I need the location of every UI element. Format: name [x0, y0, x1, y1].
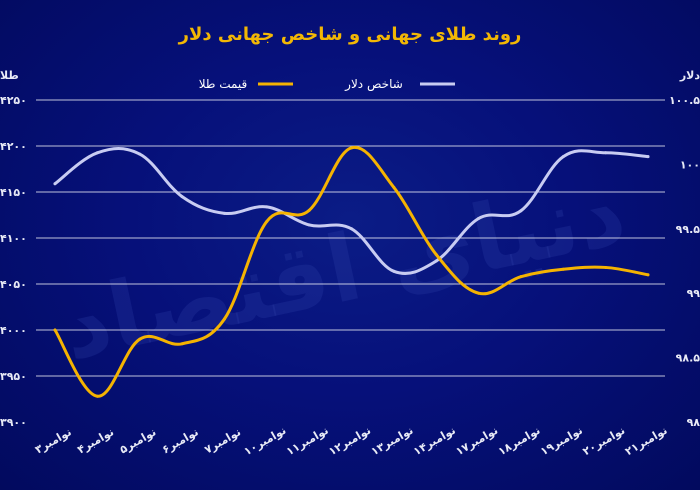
data-point-dollar — [477, 216, 481, 220]
left-tick-label: ۴۱۵۰ — [0, 186, 27, 199]
data-point-gold — [265, 219, 269, 223]
data-point-gold — [434, 253, 438, 257]
chart-title: روند طلای جهانی و شاخص جهانی دلار — [178, 24, 522, 45]
data-point-dollar — [604, 151, 608, 155]
data-point-gold — [604, 265, 608, 269]
right-tick-label: ۹۸ — [687, 416, 700, 429]
data-point-dollar — [519, 209, 523, 213]
data-point-gold — [519, 275, 523, 279]
x-tick-label: ۱۸نوامبر — [496, 424, 543, 458]
data-point-gold — [53, 328, 57, 332]
data-point-gold — [646, 273, 650, 277]
data-point-dollar — [95, 151, 99, 155]
legend: شاخص دلار قیمت طلا — [199, 77, 455, 92]
left-axis-name: طلا — [0, 69, 19, 82]
x-tick-label: ۱۲نوامبر — [326, 424, 373, 458]
data-point-dollar — [53, 182, 57, 186]
data-point-dollar — [180, 195, 184, 199]
data-point-dollar — [561, 155, 565, 159]
data-point-gold — [307, 208, 311, 212]
x-tick-label: ۲۱نوامبر — [623, 424, 670, 458]
data-point-gold — [392, 185, 396, 189]
watermark: دنیای اقتصاد — [53, 157, 635, 381]
right-tick-label: ۹۹ — [687, 287, 700, 300]
data-point-dollar — [350, 227, 353, 231]
data-point-gold — [477, 291, 481, 295]
left-tick-label: ۴۰۰۰ — [0, 324, 27, 337]
x-tick-label: ۲۰نوامبر — [581, 424, 628, 458]
right-tick-label: ۱۰۰ — [680, 158, 700, 171]
right-tick-label: ۱۰۰.۵ — [669, 94, 700, 107]
left-tick-label: ۴۲۰۰ — [0, 140, 27, 153]
series-layer — [53, 145, 650, 398]
data-point-gold — [350, 146, 353, 150]
left-axis-ticks: ۳۹۰۰ ۳۹۵۰ ۴۰۰۰ ۴۰۵۰ ۴۱۰۰ ۴۱۵۰ ۴۲۰۰ ۴۲۵۰ — [0, 94, 27, 429]
grid-layer — [36, 99, 665, 377]
right-tick-label: ۹۹.۵ — [676, 223, 700, 236]
data-point-gold — [95, 394, 99, 398]
x-tick-label: ۴نوامبر — [75, 425, 116, 456]
x-tick-label: ۷نوامبر — [202, 425, 243, 456]
data-point-gold — [138, 337, 142, 341]
data-point-dollar — [222, 211, 226, 215]
x-tick-label: ۱۷نوامبر — [453, 424, 500, 458]
x-tick-label: ۱۴نوامبر — [411, 424, 458, 458]
data-point-dollar — [138, 152, 142, 156]
left-tick-label: ۳۹۵۰ — [0, 370, 27, 383]
data-point-gold — [561, 267, 565, 271]
data-point-gold — [180, 342, 184, 346]
watermark-layer: دنیای اقتصاد — [53, 157, 635, 381]
left-tick-label: ۴۲۵۰ — [0, 94, 27, 107]
legend-label-dollar: شاخص دلار — [344, 77, 403, 92]
data-point-dollar — [265, 205, 269, 209]
left-tick-label: ۴۰۵۰ — [0, 278, 27, 291]
x-tick-label: ۱۳نوامبر — [369, 424, 416, 458]
legend-label-gold: قیمت طلا — [199, 77, 248, 91]
x-tick-label: ۵نوامبر — [118, 425, 159, 456]
data-point-dollar — [646, 155, 650, 159]
x-tick-label: ۱۹نوامبر — [538, 424, 585, 458]
x-tick-label: ۳نوامبر — [33, 425, 74, 456]
data-point-dollar — [434, 259, 438, 263]
data-point-dollar — [392, 269, 396, 273]
x-axis-ticks: ۳نوامبر ۴نوامبر ۵نوامبر ۶نوامبر ۷نوامبر۱۰نوا… — [33, 424, 670, 458]
series-line-gold — [53, 145, 650, 398]
x-tick-label: ۱۰نوامبر — [242, 424, 289, 458]
x-tick-label: ۱۱نوامبر — [284, 424, 331, 458]
right-tick-label: ۹۸.۵ — [676, 352, 700, 365]
data-point-dollar — [307, 223, 311, 227]
data-point-gold — [222, 317, 226, 321]
right-axis-ticks: ۹۸ ۹۸.۵ ۹۹ ۹۹.۵ ۱۰۰ ۱۰۰.۵ — [669, 94, 700, 429]
left-tick-label: ۳۹۰۰ — [0, 416, 27, 429]
x-tick-label: ۶نوامبر — [160, 425, 201, 456]
right-axis-name: دلار — [679, 69, 700, 82]
left-tick-label: ۴۱۰۰ — [0, 232, 27, 245]
